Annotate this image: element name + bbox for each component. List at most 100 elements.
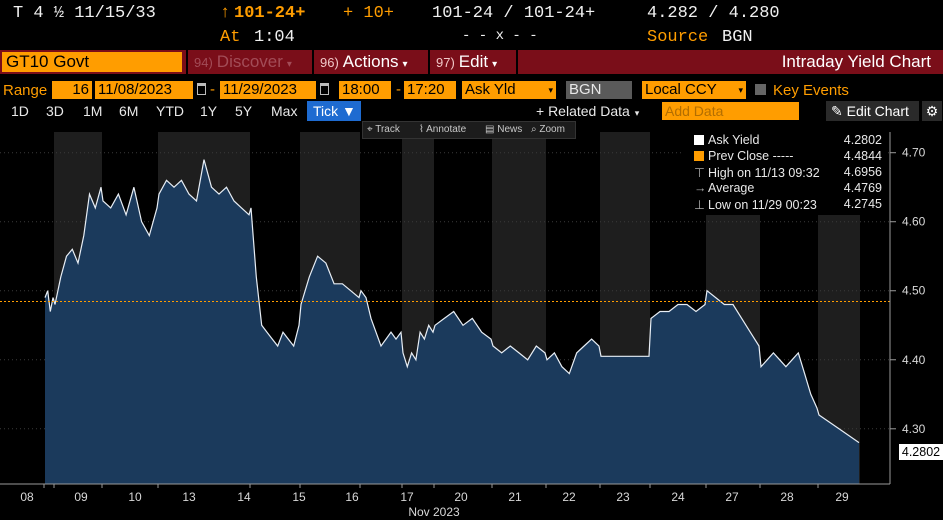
x-tick-label: 23 bbox=[616, 490, 630, 504]
period-3d[interactable]: 3D bbox=[46, 103, 64, 119]
divider bbox=[186, 50, 188, 74]
bid-ask-price: 101-24 / 101-24+ bbox=[432, 4, 596, 23]
source-input[interactable]: BGN bbox=[566, 81, 632, 99]
actions-menu[interactable]: 96) Actions ▾ bbox=[320, 52, 408, 72]
chart-mini-toolbar: ⌖ Track ⌇ Annotate ▤ News ⌕ Zoom bbox=[362, 121, 576, 139]
caret-down-icon: ▾ bbox=[402, 59, 408, 70]
currency-select[interactable]: Local CCY ▾ bbox=[642, 81, 746, 99]
x-tick-label: 27 bbox=[725, 490, 739, 504]
start-date-input[interactable]: 11/08/2023 bbox=[95, 81, 193, 99]
range-label: Range bbox=[3, 82, 48, 99]
x-tick-label: 20 bbox=[454, 490, 468, 504]
edit-chart-label: Edit Chart bbox=[846, 103, 909, 119]
y-tick-label: 4.30 bbox=[902, 422, 926, 436]
source-value: BGN bbox=[722, 28, 753, 47]
chart-legend[interactable]: Ask Yield 4.2802 Prev Close ----- 4.4844… bbox=[682, 131, 886, 215]
currency-select-value: Local CCY bbox=[645, 81, 717, 98]
period-max[interactable]: Max bbox=[271, 103, 298, 119]
at-label: At bbox=[220, 28, 241, 47]
y-tick-label: 4.50 bbox=[902, 284, 926, 298]
annotate-tool[interactable]: ⌇ Annotate bbox=[419, 124, 467, 135]
x-tick-label: 24 bbox=[671, 490, 685, 504]
actions-number: 96) bbox=[320, 55, 339, 70]
annotate-label: Annotate bbox=[426, 124, 467, 135]
caret-down-icon: ▾ bbox=[738, 85, 743, 95]
legend-value: 4.2802 bbox=[843, 133, 882, 147]
legend-swatch bbox=[694, 135, 704, 145]
key-events-label: Key Events bbox=[773, 82, 849, 99]
average-marker-icon: → bbox=[694, 181, 707, 195]
legend-label: Low on 11/29 00:23 bbox=[708, 198, 817, 212]
end-date-input[interactable]: 11/29/2023 bbox=[220, 81, 316, 99]
start-time-input[interactable]: 18:00 bbox=[339, 81, 391, 99]
period-1y[interactable]: 1Y bbox=[200, 103, 218, 119]
ask-yield-area bbox=[45, 159, 859, 484]
edit-label: Edit bbox=[458, 52, 489, 71]
x-tick-label: 28 bbox=[780, 490, 794, 504]
y-tick-label: 4.70 bbox=[902, 146, 926, 160]
period-5y[interactable]: 5Y bbox=[235, 103, 253, 119]
divider bbox=[516, 50, 518, 74]
legend-average: → Average bbox=[694, 181, 754, 195]
legend-label: High on 11/13 09:32 bbox=[708, 166, 820, 180]
caret-down-icon: ▾ bbox=[548, 85, 553, 95]
calendar-icon[interactable] bbox=[197, 83, 206, 95]
legend-swatch bbox=[694, 151, 704, 161]
legend-prev-close: Prev Close ----- bbox=[694, 149, 793, 163]
chart-title: Intraday Yield Chart bbox=[781, 52, 931, 71]
period-1d[interactable]: 1D bbox=[11, 103, 29, 119]
range-dash: - bbox=[210, 81, 215, 98]
edit-menu[interactable]: 97) Edit ▾ bbox=[436, 52, 497, 72]
x-tick-label: 21 bbox=[508, 490, 522, 504]
legend-label: Ask Yield bbox=[708, 133, 760, 147]
legend-low: ⊥ Low on 11/29 00:23 bbox=[694, 197, 817, 212]
pencil-icon: ✎ bbox=[831, 103, 843, 119]
legend-value: 4.4769 bbox=[843, 181, 882, 195]
x-axis-month-label: Nov 2023 bbox=[408, 505, 460, 519]
legend-value: 4.2745 bbox=[843, 197, 882, 211]
key-events-checkbox[interactable] bbox=[755, 84, 766, 95]
edit-chart-button[interactable]: ✎ Edit Chart bbox=[826, 101, 919, 121]
caret-down-icon: ▾ bbox=[286, 59, 292, 70]
field-select-value: Ask Yld bbox=[465, 81, 516, 98]
calendar-icon[interactable] bbox=[320, 83, 329, 95]
add-data-input[interactable]: Add Data bbox=[662, 102, 799, 120]
trade-indicator: - - x - - bbox=[462, 28, 538, 44]
gear-icon[interactable]: ⚙ bbox=[922, 101, 942, 121]
actions-label: Actions bbox=[342, 52, 399, 71]
source-label: Source bbox=[647, 28, 709, 47]
track-tool[interactable]: ⌖ Track bbox=[367, 124, 400, 135]
legend-label: Prev Close ----- bbox=[708, 149, 794, 163]
x-tick-label: 08 bbox=[20, 490, 34, 504]
zoom-label: Zoom bbox=[539, 124, 565, 135]
security-field[interactable]: GT10 Govt bbox=[2, 52, 182, 72]
range-bar: Range 16 11/08/2023 - 11/29/2023 18:00 -… bbox=[0, 80, 943, 100]
x-tick-label: 13 bbox=[182, 490, 196, 504]
related-data-menu[interactable]: + Related Data ▾ bbox=[536, 103, 639, 119]
x-tick-label: 16 bbox=[345, 490, 359, 504]
period-6m[interactable]: 6M bbox=[119, 103, 139, 119]
discover-menu[interactable]: 94) Discover ▾ bbox=[194, 52, 292, 72]
range-days-input[interactable]: 16 bbox=[52, 81, 92, 99]
tick-frequency-button[interactable]: Tick ▼ bbox=[307, 101, 361, 121]
price-arrow-icon: ↑ bbox=[220, 4, 231, 23]
zoom-tool[interactable]: ⌕ Zoom bbox=[531, 124, 565, 135]
last-price: 101-24+ bbox=[234, 4, 306, 23]
field-select[interactable]: Ask Yld ▾ bbox=[462, 81, 556, 99]
x-axis: 08 09 10 13 14 15 16 17 20 21 22 23 24 27 28 29 Nov 2023 bbox=[0, 483, 890, 519]
last-time: 1:04 bbox=[254, 28, 295, 47]
intraday-yield-chart[interactable]: 4.30 4.40 4.50 4.60 4.70 08 09 10 13 14 15 16 17 20 2… bbox=[0, 122, 943, 520]
menu-bar: GT10 Govt 94) Discover ▾ 96) Actions ▾ 97) Ed… bbox=[0, 50, 943, 74]
ask-yield-line bbox=[44, 159, 860, 444]
edit-number: 97) bbox=[436, 55, 455, 70]
end-time-input[interactable]: 17:20 bbox=[404, 81, 456, 99]
x-tick-label: 10 bbox=[128, 490, 142, 504]
period-1m[interactable]: 1M bbox=[83, 103, 103, 119]
last-value-tag: 4.2802 bbox=[899, 444, 943, 460]
x-tick-label: 17 bbox=[400, 490, 414, 504]
period-ytd[interactable]: YTD bbox=[156, 103, 184, 119]
legend-value: 4.6956 bbox=[843, 165, 882, 179]
x-tick-label: 09 bbox=[74, 490, 88, 504]
related-data-label: + Related Data bbox=[536, 103, 630, 119]
news-tool[interactable]: ▤ News bbox=[485, 124, 523, 135]
